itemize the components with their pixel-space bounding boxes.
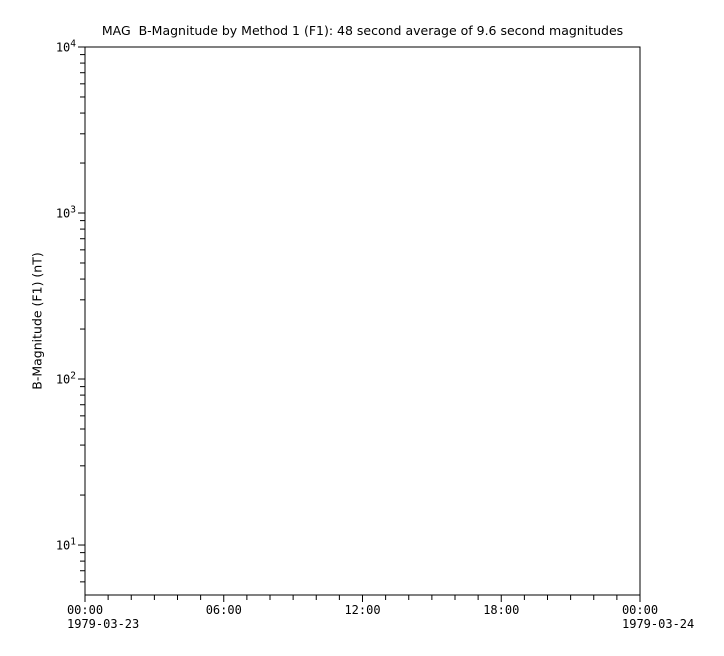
y-tick-label: 101 [56, 537, 76, 553]
x-tick-label: 18:00 [483, 603, 519, 617]
x-tick-label: 00:00 [67, 603, 103, 617]
chart-title: MAG B-Magnitude by Method 1 (F1): 48 sec… [101, 23, 624, 38]
x-tick-label: 06:00 [206, 603, 242, 617]
y-tick-label: 103 [56, 205, 76, 221]
x-tick-label: 00:00 [622, 603, 658, 617]
y-tick-label: 102 [56, 371, 76, 387]
plot-frame [84, 46, 641, 596]
y-tick-label: 104 [56, 39, 76, 55]
x-tick-label: 12:00 [344, 603, 380, 617]
y-axis-label: B-Magnitude (F1) (nT) [29, 252, 45, 390]
x-start-date-label: 1979-03-23 [67, 617, 139, 631]
x-end-date-label: 1979-03-24 [622, 617, 694, 631]
